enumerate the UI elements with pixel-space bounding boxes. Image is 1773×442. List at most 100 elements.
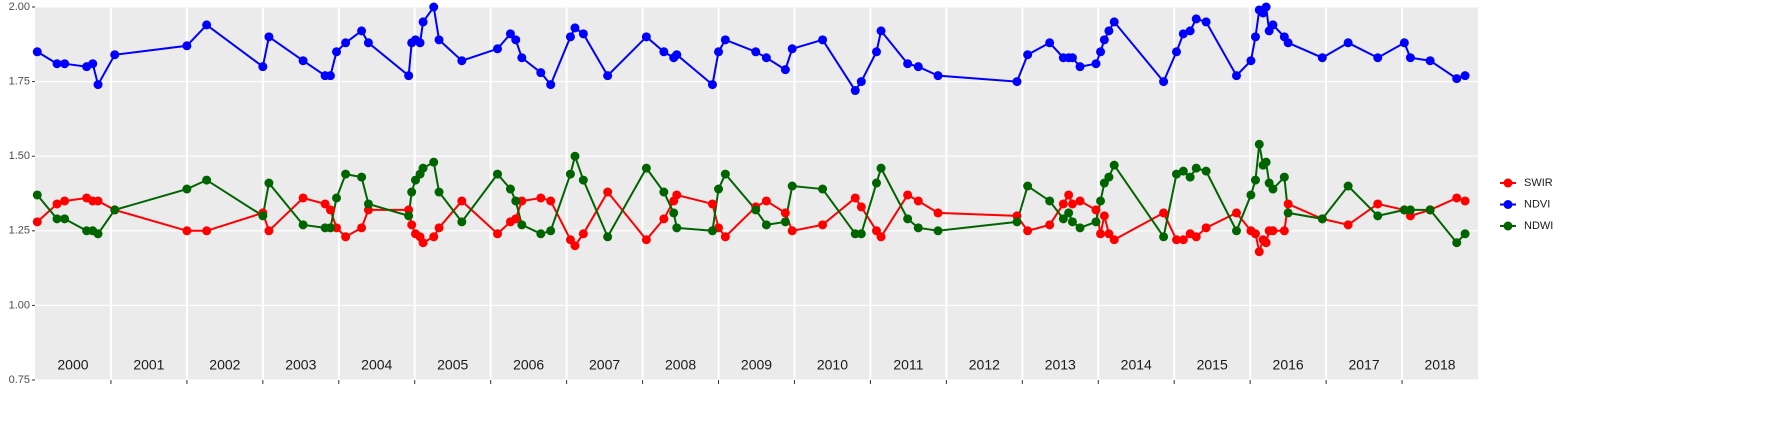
data-point xyxy=(357,223,367,233)
year-label: 2002 xyxy=(209,357,240,373)
data-point xyxy=(1343,181,1353,191)
data-point xyxy=(913,196,923,206)
data-point xyxy=(603,71,613,81)
legend-label: NDVI xyxy=(1524,198,1550,210)
data-point xyxy=(332,193,342,203)
year-label: 2003 xyxy=(285,357,316,373)
data-point xyxy=(1191,14,1201,24)
data-point xyxy=(32,217,42,227)
data-point xyxy=(761,53,771,63)
data-point xyxy=(1023,50,1033,60)
data-point xyxy=(1104,229,1114,239)
data-point xyxy=(511,196,521,206)
data-point xyxy=(429,157,439,167)
data-point xyxy=(1231,226,1241,236)
legend-label: SWIR xyxy=(1524,177,1553,189)
data-point xyxy=(457,196,467,206)
data-point xyxy=(818,35,828,45)
data-point xyxy=(511,35,521,45)
data-point xyxy=(1178,166,1188,176)
data-point xyxy=(264,32,274,42)
data-point xyxy=(1405,205,1415,215)
data-point xyxy=(761,196,771,206)
data-point xyxy=(298,56,308,66)
data-point xyxy=(913,62,923,72)
data-point xyxy=(332,47,342,57)
data-point xyxy=(434,223,444,233)
data-point xyxy=(641,235,651,245)
data-point xyxy=(1231,71,1241,81)
data-point xyxy=(876,232,886,242)
data-point xyxy=(536,193,546,203)
data-point xyxy=(565,169,575,179)
data-point xyxy=(1185,26,1195,36)
axes: 0.75 1.00 1.25 1.50 1.75 2.00 2000 2001 2002 2003… xyxy=(9,1,1456,386)
data-point xyxy=(182,41,192,51)
legend-label: NDWI xyxy=(1524,220,1553,232)
data-point xyxy=(1067,53,1077,63)
data-point xyxy=(407,187,417,197)
legend-key xyxy=(1503,221,1513,231)
data-point xyxy=(182,226,192,236)
data-point xyxy=(429,232,439,242)
year-label: 2008 xyxy=(665,357,696,373)
data-point xyxy=(1099,35,1109,45)
data-point xyxy=(714,184,724,194)
data-point xyxy=(565,32,575,42)
data-point xyxy=(1178,29,1188,39)
data-point xyxy=(933,208,943,218)
data-point xyxy=(93,229,103,239)
data-point xyxy=(707,199,717,209)
year-label: 2012 xyxy=(969,357,1000,373)
year-label: 2015 xyxy=(1197,357,1228,373)
data-point xyxy=(1096,47,1106,57)
data-point xyxy=(1104,26,1114,36)
data-point xyxy=(787,44,797,54)
data-point xyxy=(418,238,428,248)
data-point xyxy=(707,80,717,90)
y-tick-label: 1.00 xyxy=(9,299,30,311)
data-point xyxy=(1159,77,1169,87)
data-point xyxy=(505,184,515,194)
data-point xyxy=(1268,20,1278,30)
data-point xyxy=(1023,181,1033,191)
data-point xyxy=(871,47,881,57)
data-point xyxy=(1075,62,1085,72)
data-point xyxy=(60,196,70,206)
data-point xyxy=(1261,238,1271,248)
data-point xyxy=(493,229,503,239)
data-point xyxy=(536,229,546,239)
data-point xyxy=(404,211,414,221)
data-point xyxy=(903,190,913,200)
data-point xyxy=(325,223,335,233)
data-point xyxy=(1099,211,1109,221)
data-point xyxy=(325,205,335,215)
data-point xyxy=(1045,220,1055,230)
data-point xyxy=(720,35,730,45)
data-point xyxy=(1075,223,1085,233)
data-point xyxy=(1261,2,1271,12)
data-point xyxy=(1425,56,1435,66)
data-point xyxy=(1283,208,1293,218)
data-point xyxy=(761,220,771,230)
year-label: 2013 xyxy=(1045,357,1076,373)
data-point xyxy=(818,184,828,194)
data-point xyxy=(363,38,373,48)
year-label: 2000 xyxy=(57,357,88,373)
data-point xyxy=(1279,172,1289,182)
data-point xyxy=(856,77,866,87)
data-point xyxy=(720,169,730,179)
data-point xyxy=(32,190,42,200)
data-point xyxy=(1045,196,1055,206)
data-point xyxy=(1091,59,1101,69)
data-point xyxy=(818,220,828,230)
data-point xyxy=(787,181,797,191)
data-point xyxy=(1317,53,1327,63)
data-point xyxy=(546,80,556,90)
data-point xyxy=(1109,235,1119,245)
data-point xyxy=(1460,229,1470,239)
data-point xyxy=(707,226,717,236)
data-point xyxy=(415,38,425,48)
data-point xyxy=(457,217,467,227)
data-point xyxy=(1373,211,1383,221)
